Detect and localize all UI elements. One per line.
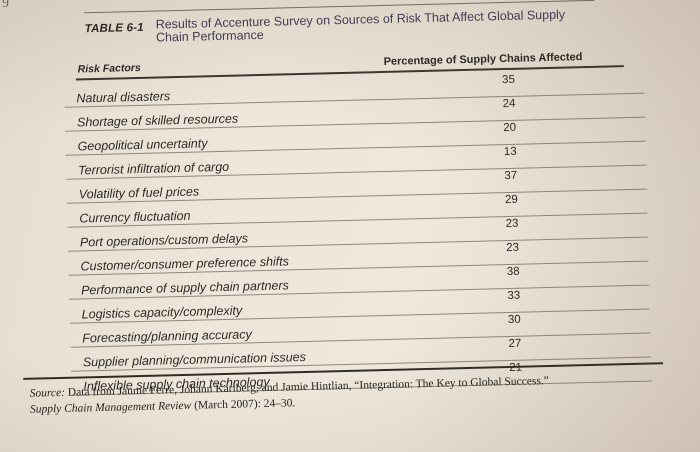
- risk-factor-cell: Forecasting/planning accuracy: [82, 327, 252, 346]
- percentage-cell: 13: [503, 145, 517, 159]
- risk-factor-cell: Natural disasters: [76, 89, 171, 106]
- column-header-risk-factors: Risk Factors: [77, 61, 141, 76]
- percentage-cell: 23: [506, 241, 520, 255]
- percentage-cell: 27: [508, 337, 522, 351]
- percentage-cell: 30: [507, 313, 521, 327]
- percentage-cell: 29: [504, 193, 518, 207]
- table-title: Results of Accenture Survey on Sources o…: [155, 7, 566, 45]
- table-body: Natural disasters 35 Shortage of skilled r…: [64, 69, 652, 396]
- page-number: 9: [2, 0, 9, 11]
- table-caption: TABLE 6-1 Results of Accenture Survey on…: [85, 8, 577, 46]
- percentage-cell: 37: [504, 169, 518, 183]
- source-citation: (March 2007): 24–30.: [193, 397, 296, 412]
- percentage-cell: 35: [501, 73, 516, 87]
- percentage-cell: 38: [506, 265, 520, 279]
- column-header-percentage: Percentage of Supply Chains Affected: [383, 51, 583, 68]
- risk-factor-cell: Port operations/custom delays: [79, 231, 249, 250]
- risk-factor-cell: Volatility of fuel prices: [78, 184, 200, 202]
- risk-factor-cell: Geopolitical uncertainty: [77, 136, 208, 154]
- source-journal: Supply Chain Management Review: [29, 399, 192, 416]
- percentage-cell: 20: [503, 121, 517, 135]
- table-sheet: TABLE 6-1 Results of Accenture Survey on…: [14, 0, 685, 452]
- table-label: TABLE 6-1: [84, 21, 144, 36]
- percentage-cell: 24: [502, 97, 516, 111]
- risk-factor-cell: Currency fluctuation: [79, 208, 191, 226]
- percentage-cell: 23: [505, 217, 519, 231]
- source-label: Source:: [29, 386, 66, 400]
- risk-factor-cell: Logistics capacity/complexity: [81, 303, 243, 322]
- risk-factor-cell: Terrorist infiltration of cargo: [78, 159, 230, 178]
- risk-factor-cell: Shortage of skilled resources: [76, 111, 239, 130]
- percentage-cell: 33: [507, 289, 521, 303]
